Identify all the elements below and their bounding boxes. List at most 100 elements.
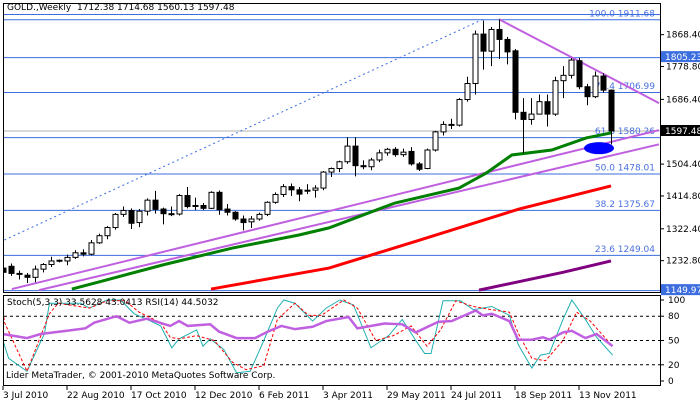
candle-body <box>536 101 543 115</box>
candle-body <box>584 86 591 98</box>
candle-body <box>120 209 127 215</box>
candle-body <box>248 218 255 223</box>
indicator-y-label: 50 <box>668 337 680 347</box>
candle-body <box>576 60 583 88</box>
candle-body <box>600 75 607 91</box>
candle-body <box>520 111 527 120</box>
chart-header: GOLD.,Weekly 1712.38 1714.68 1560.13 159… <box>7 3 234 13</box>
fibonacci-base-line <box>4 18 484 241</box>
candle-body <box>104 227 111 237</box>
y-tick-label: 1686.40 <box>666 95 700 105</box>
main-plot: 100.0 1911.68 76.4 1706.99 61.8 1580.26 50.… <box>4 9 660 292</box>
candle-body <box>112 213 119 229</box>
fib-level-label: 76.4 1706.99 <box>595 82 655 92</box>
candle-body <box>264 201 271 215</box>
y-tick-label: 1232.80 <box>666 257 700 267</box>
candle-body <box>80 252 87 255</box>
candle-body <box>240 218 247 224</box>
fib-level-label: 38.2 1375.67 <box>595 200 655 210</box>
indicator-y-label: 20 <box>668 361 680 371</box>
candle-body <box>200 204 207 209</box>
open-value: 1712.38 <box>76 3 115 13</box>
candle-body <box>8 265 15 274</box>
candle-body <box>192 204 199 207</box>
fib-level-label: 61.8 1580.26 <box>595 127 655 137</box>
y-tick-label: 1504.40 <box>666 160 700 170</box>
candle-body <box>208 191 215 209</box>
price-label-bg <box>661 284 700 296</box>
candle-body <box>400 151 407 156</box>
highlight-ellipse <box>584 142 614 155</box>
stoch-label: Stoch(5,3,3) 33.5628 43.0413 <box>7 298 143 308</box>
candle-body <box>416 163 423 170</box>
candle-body <box>4 267 7 273</box>
candle-body <box>136 210 143 224</box>
candle-body <box>424 149 431 170</box>
rsi-line <box>4 309 614 348</box>
candle-body <box>128 209 135 224</box>
candle-body <box>336 161 343 170</box>
candle-body <box>352 145 359 167</box>
moving-average-line <box>71 131 612 291</box>
candle-body <box>96 235 103 244</box>
candle-body <box>360 165 367 168</box>
indicator-header: Stoch(5,3,3) 33.5628 43.0413 RSI(14) 44.… <box>7 298 219 308</box>
low-value: 1560.13 <box>157 3 195 13</box>
stoch-main-line <box>4 298 613 374</box>
candle-body <box>216 191 223 211</box>
price-label: 1805.23 <box>665 53 700 63</box>
candle-body <box>72 252 79 258</box>
candle-body <box>168 213 175 216</box>
candle-body <box>392 148 399 156</box>
x-tick-label: 13 Nov 2011 <box>579 391 637 401</box>
candle-body <box>272 193 279 203</box>
candle-body <box>328 168 335 173</box>
candle-body <box>568 59 575 76</box>
close-value: 1597.48 <box>197 3 235 13</box>
x-tick-label: 17 Oct 2010 <box>131 391 187 401</box>
candle-body <box>448 123 455 126</box>
fib-level-label: 23.6 1249.04 <box>595 245 655 255</box>
candle-body <box>544 101 551 115</box>
candle-body <box>528 113 535 120</box>
indicator-y-label: 0 <box>668 377 674 387</box>
candle-body <box>320 171 327 189</box>
indicator-y-label: 80 <box>668 312 680 322</box>
candle-body <box>376 152 383 161</box>
candle-body <box>560 74 567 82</box>
main-pane-frame <box>3 3 661 293</box>
candle-body <box>432 131 439 151</box>
fib-level-label: 50.0 1478.01 <box>595 163 655 173</box>
candle-body <box>592 75 599 98</box>
candle-body <box>88 242 95 255</box>
x-tick-label: 22 Aug 2010 <box>67 391 125 401</box>
y-tick-label: 1868.40 <box>666 31 700 41</box>
candle-body <box>464 83 471 101</box>
candle-body <box>440 123 447 133</box>
candle-body <box>40 264 47 270</box>
symbol-label: GOLD.,Weekly <box>7 3 72 13</box>
candle-body <box>552 80 559 115</box>
candle-body <box>344 145 351 163</box>
copyright-label: Lider MetaTrader, © 2001-2010 MetaQuotes… <box>6 371 276 381</box>
moving-average-line <box>210 184 612 291</box>
candle-body <box>160 208 167 215</box>
stoch-signal-line <box>4 299 613 373</box>
price-label: 1149.97 <box>665 286 700 296</box>
candle-body <box>608 89 615 132</box>
candle-body <box>304 189 311 192</box>
price-label-bg <box>661 51 700 63</box>
candle-body <box>504 38 511 53</box>
x-tick-label: 3 Jul 2010 <box>3 391 48 401</box>
candle-body <box>184 195 191 208</box>
x-tick-label: 6 Feb 2011 <box>259 391 309 401</box>
x-tick-label: 18 Sep 2011 <box>515 391 572 401</box>
candle-body <box>232 211 239 220</box>
candle-body <box>176 195 183 215</box>
candle-body <box>456 99 463 126</box>
candle-body <box>408 150 415 165</box>
x-tick-label: 24 Jul 2011 <box>451 391 502 401</box>
candle-body <box>32 268 39 278</box>
x-tick-label: 12 Dec 2010 <box>195 391 253 401</box>
